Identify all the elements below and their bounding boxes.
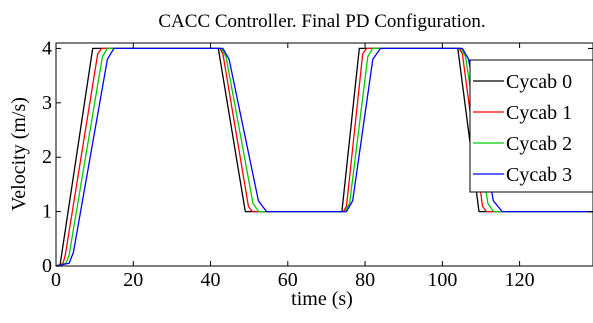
- y-tick-label-4: 4: [42, 37, 52, 59]
- legend-label-3: Cycab 3: [506, 164, 572, 186]
- legend: Cycab 0 Cycab 1 Cycab 2 Cycab 3: [469, 59, 593, 193]
- plot-frame: [55, 42, 593, 267]
- chart-title: CACC Controller. Final PD Configuration.: [158, 11, 485, 32]
- legend-box: [469, 59, 593, 193]
- x-tick-label-4: 80: [355, 269, 375, 291]
- y-axis-label: Velocity (m/s): [8, 97, 30, 211]
- x-tick-label-5: 100: [427, 269, 457, 291]
- x-tick-label-0: 0: [51, 269, 61, 291]
- x-tick-label-1: 20: [123, 269, 143, 291]
- y-tick-label-0: 0: [42, 255, 52, 277]
- legend-label-2: Cycab 2: [506, 133, 572, 155]
- x-tick-label-3: 60: [278, 269, 298, 291]
- y-tick-label-1: 1: [42, 201, 52, 223]
- x-tick-label-6: 120: [505, 269, 535, 291]
- y-tick-label-2: 2: [42, 146, 52, 168]
- y-tick-label-3: 3: [42, 92, 52, 114]
- x-tick-label-2: 40: [201, 269, 221, 291]
- legend-label-1: Cycab 1: [506, 102, 572, 124]
- legend-label-0: Cycab 0: [506, 71, 572, 93]
- x-axis-label: time (s): [291, 288, 353, 310]
- x-axis-ticks: 0 20 40 60 80 100 120: [51, 43, 535, 291]
